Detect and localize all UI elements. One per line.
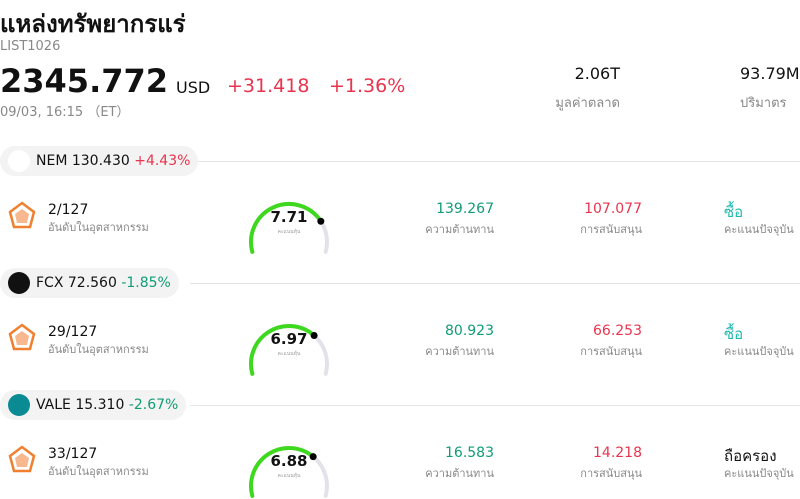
rating: ถือครอง — [724, 447, 777, 465]
price: 2345.772 — [0, 62, 169, 100]
time: 09/03, 16:15 （ET） — [0, 105, 130, 120]
score-caption: คะแนนหุ้น — [277, 351, 301, 357]
stock-change: -2.67% — [128, 397, 179, 413]
ticker: NEM — [36, 153, 68, 169]
rank-label: อันดับในอุตสาหกรรม — [48, 221, 149, 234]
rank-icon-inner — [15, 453, 29, 467]
title: แหล่งทรัพยากรแร่ — [0, 10, 186, 38]
support: 107.077 — [584, 201, 642, 217]
stock-pill[interactable]: NEM 130.430 +4.43% — [0, 146, 199, 176]
change: +31.418 — [227, 75, 310, 97]
stock-pill[interactable]: FCX 72.560 -1.85% — [0, 268, 179, 298]
resistance: 139.267 — [436, 201, 494, 217]
rank-icon-inner — [15, 209, 29, 223]
support: 14.218 — [593, 445, 642, 461]
gauge-fill — [249, 446, 316, 498]
currency: USD — [176, 78, 211, 97]
resistance: 80.923 — [445, 323, 494, 339]
divider — [190, 161, 800, 162]
gauge-fill — [249, 324, 317, 376]
support-label: การสนับสนุน — [580, 345, 642, 358]
gauge-fill — [249, 202, 323, 254]
support: 66.253 — [593, 323, 642, 339]
stock-change: -1.85% — [121, 275, 171, 291]
stat-value: 2.06T — [574, 64, 620, 83]
rating: ซื้อ — [724, 325, 744, 343]
code: LIST1026 — [0, 39, 61, 54]
stat-label: ปริมาตร — [740, 96, 787, 111]
rank-label: อันดับในอุตสาหกรรม — [48, 343, 149, 356]
stock-price: 15.310 — [75, 397, 125, 413]
score-caption: คะแนนหุ้น — [277, 473, 301, 479]
score: 6.97 — [270, 330, 308, 348]
stock-icon — [8, 394, 30, 416]
resistance: 16.583 — [445, 445, 494, 461]
gauge-dot — [310, 331, 318, 339]
row-graphics — [8, 323, 329, 376]
stat-value: 93.79M — [740, 64, 800, 83]
rank: 2/127 — [48, 202, 89, 218]
rating-label: คะแนนปัจจุบัน — [724, 345, 794, 358]
rank-label: อันดับในอุตสาหกรรม — [48, 465, 149, 478]
stock-change: +4.43% — [134, 153, 191, 169]
stock-pill[interactable]: VALE 15.310 -2.67% — [0, 390, 187, 420]
score-caption: คะแนนหุ้น — [277, 229, 301, 235]
divider — [190, 405, 800, 406]
row-graphics — [8, 445, 329, 498]
support-label: การสนับสนุน — [580, 223, 642, 236]
change-pct: +1.36% — [329, 75, 406, 97]
resistance-label: ความต้านทาน — [425, 345, 494, 358]
gauge-dot — [309, 453, 317, 461]
support-label: การสนับสนุน — [580, 467, 642, 480]
ticker: VALE — [36, 397, 71, 413]
rank: 29/127 — [48, 324, 98, 340]
stock-price: 72.560 — [67, 275, 117, 291]
rank-icon-inner — [15, 331, 29, 345]
gauge-dot — [317, 217, 325, 225]
stock-price: 130.430 — [71, 153, 130, 169]
rank: 33/127 — [48, 446, 98, 462]
divider — [190, 283, 800, 284]
row-graphics — [8, 201, 329, 254]
rating: ซื้อ — [724, 203, 744, 221]
score: 6.88 — [270, 452, 308, 470]
ticker: FCX — [36, 275, 64, 291]
resistance-label: ความต้านทาน — [425, 467, 494, 480]
rating-label: คะแนนปัจจุบัน — [724, 223, 794, 236]
score: 7.71 — [270, 208, 308, 226]
stock-icon — [8, 272, 30, 294]
resistance-label: ความต้านทาน — [425, 223, 494, 236]
rating-label: คะแนนปัจจุบัน — [724, 467, 794, 480]
stock-icon — [8, 150, 30, 172]
stat-label: มูลค่าตลาด — [555, 96, 620, 111]
